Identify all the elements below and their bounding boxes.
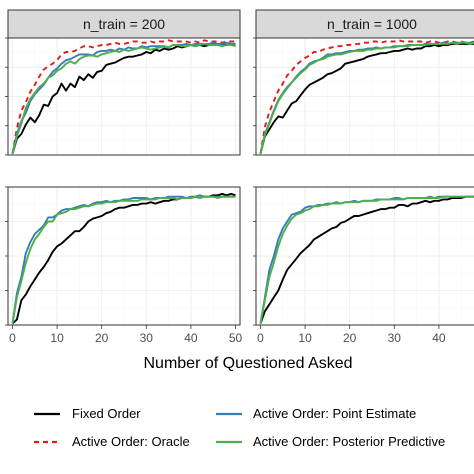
legend-label-oracle: Active Order: Oracle: [72, 434, 190, 449]
x-tick-label: 40: [184, 331, 198, 345]
series-line-active-order-oracle: [259, 39, 474, 154]
series-line-active-order-posterior-predictive: [11, 195, 236, 324]
legend-item-point-estimate: Active Order: Point Estimate: [216, 406, 416, 421]
series-line-active-order-oracle: [11, 39, 236, 154]
legend-label-point-estimate: Active Order: Point Estimate: [253, 406, 416, 421]
legend: Fixed Order Active Order: Point Estimate…: [34, 406, 445, 449]
legend-item-posterior-predictive: Active Order: Posterior Predictive: [216, 434, 445, 449]
panels-layer: n_train = 200 n_train = 1000 0 10 20 30 40 50 0 1…: [5, 9, 474, 345]
series-layer: [259, 39, 474, 155]
x-tick-label: 0: [9, 331, 16, 345]
series-layer: [11, 192, 236, 325]
x-tick-label: 20: [343, 331, 357, 345]
strip-label: n_train = 200: [83, 16, 165, 32]
legend-label-posterior-predictive: Active Order: Posterior Predictive: [253, 434, 445, 449]
series-layer: [259, 195, 474, 324]
x-tick-label: 20: [95, 331, 109, 345]
panel-3: 0 10 20 30 40 50: [5, 186, 243, 345]
series-line-fixed-order: [259, 42, 474, 155]
x-tick-label: 10: [298, 331, 312, 345]
series-line-active-order-posterior-predictive: [259, 41, 474, 155]
x-tick-label: 10: [50, 331, 64, 345]
x-tick-label: 30: [388, 331, 402, 345]
x-tick-label: 30: [140, 331, 154, 345]
panel-1: n_train = 200: [5, 9, 241, 156]
panel-4: 0 10 20 30 40: [253, 186, 474, 345]
strip-label: n_train = 1000: [327, 16, 417, 32]
series-line-active-order-posterior-predictive: [259, 195, 474, 324]
gridlines: [256, 187, 474, 325]
panel-2: n_train = 1000: [253, 9, 474, 156]
series-line-fixed-order: [259, 195, 474, 324]
x-tick-label: 0: [257, 331, 264, 345]
series-layer: [11, 39, 236, 155]
x-axis-title: Number of Questioned Asked: [143, 355, 352, 372]
x-tick-label: 40: [432, 331, 446, 345]
strip-header: [7, 9, 241, 39]
series-line-active-order-posterior-predictive: [11, 42, 236, 155]
gridlines: [8, 187, 240, 325]
legend-item-fixed-order: Fixed Order: [34, 406, 141, 421]
series-line-active-order-point-estimate: [11, 194, 236, 324]
gridlines: [256, 38, 474, 155]
x-tick-label: 50: [229, 331, 243, 345]
legend-label-fixed-order: Fixed Order: [72, 406, 141, 421]
legend-item-oracle: Active Order: Oracle: [34, 434, 190, 449]
